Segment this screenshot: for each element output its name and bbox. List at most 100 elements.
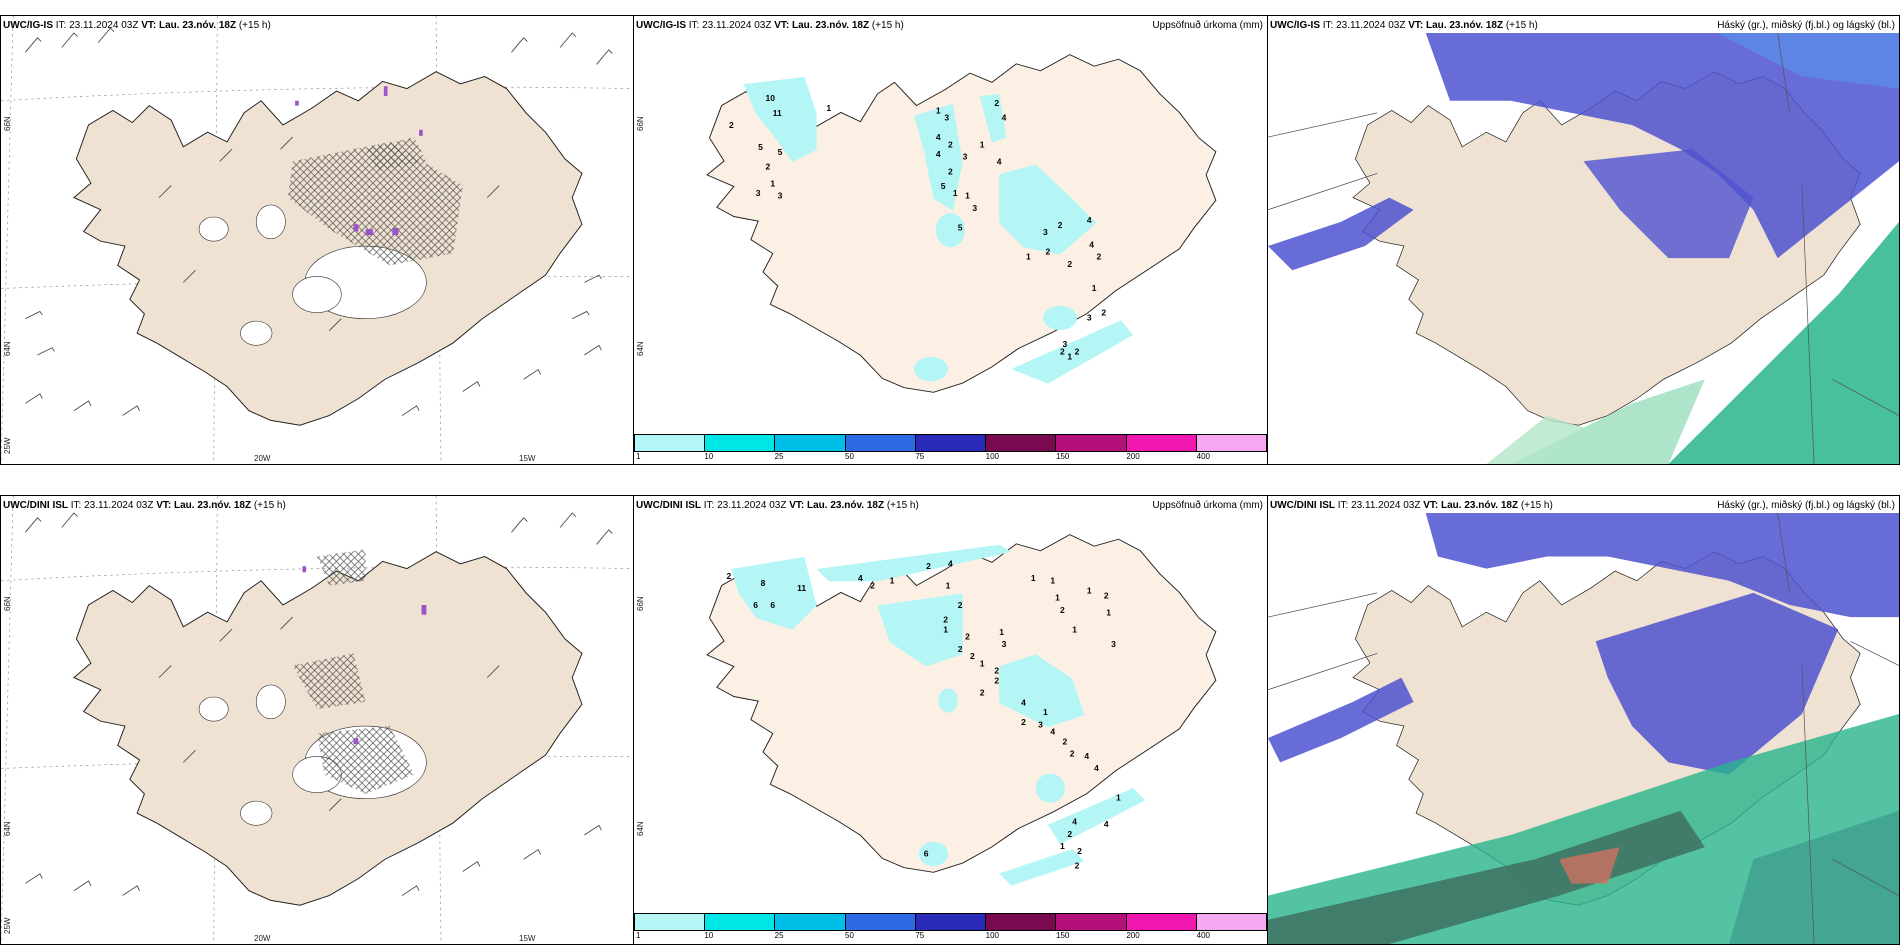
precip-value: 3 [972,203,977,213]
panel-field-title: Uppsöfnuð úrkoma (mm) [1152,500,1263,511]
precip-value: 3 [1062,339,1067,349]
precip-value: 3 [963,152,968,162]
precip-value: 11 [797,583,806,593]
precip-value: 2 [926,561,931,571]
colorbar-tick-label: 1 [636,931,641,940]
precip-value: 1 [1043,707,1048,717]
precip-value: 3 [1002,639,1007,649]
color-swatch [986,435,1057,451]
precip-value: 1 [965,191,970,201]
lat-label-64: 64N [636,821,645,836]
precip-value: 6 [924,848,929,858]
precip-value: 5 [758,142,763,152]
lead-time: (+15 h) [1520,500,1553,511]
precip-value: 3 [944,113,949,123]
color-swatch [1196,435,1266,451]
color-swatch [845,435,916,451]
lat-label-64: 64N [3,821,12,836]
valid-time: VT: Lau. 23.nóv. 18Z [156,500,252,511]
precip-value: 2 [1104,590,1109,600]
precip-value: 2 [1060,605,1065,615]
precip-value: 2 [729,120,734,130]
precip-value: 5 [941,181,946,191]
color-swatch [1126,435,1197,451]
init-time: IT: 23.11.2024 03Z [1337,500,1421,511]
precip-value: 6 [770,600,775,610]
lat-label-64: 64N [636,341,645,356]
color-swatch [1056,914,1127,930]
precip-value: 4 [1084,751,1089,761]
valid-time: VT: Lau. 23.nóv. 18Z [1408,20,1504,31]
precip-value: 2 [1070,749,1075,759]
precip-value: 1 [1106,607,1111,617]
precip-value: 4 [997,157,1002,167]
colorbar-tick-label: 200 [1126,452,1140,461]
cloud-map [1268,32,1899,464]
precip-value: 2 [994,675,999,685]
precip-value: 2 [1067,829,1072,839]
precip-value: 1 [1116,792,1121,802]
precip-value: 8 [761,578,766,588]
model-name: UWC/DINI ISL [3,500,68,511]
precip-value: 1 [980,139,985,149]
lon-label-25: 25W [3,437,12,454]
precip-value: 1 [1026,251,1031,261]
precip-value: 1 [953,188,958,198]
precip-value: 3 [756,188,761,198]
precip-value: 6 [753,600,758,610]
lead-time: (+15 h) [871,20,904,31]
lead-time: (+15 h) [238,20,271,31]
lead-time: (+15 h) [886,500,919,511]
precip-value: 1 [1092,283,1097,293]
precip-value: 1 [1031,573,1036,583]
panel-title: UWC/IG-IS IT: 23.11.2024 03Z VT: Lau. 23… [3,20,271,31]
precip-value: 2 [980,688,985,698]
color-swatch [705,914,776,930]
precip-value: 10 [765,93,775,103]
precip-value: 1 [1055,593,1060,603]
lon-label-25: 25W [3,917,12,934]
wind-map [1,16,633,464]
colorbar-tick-label: 25 [774,931,784,940]
precip-value: 2 [1075,861,1080,871]
precip-value: 4 [858,573,863,583]
panel-cloud-bottom: UWC/DINI ISL IT: 23.11.2024 03Z VT: Lau.… [1267,495,1900,945]
precip-value: 1 [1087,585,1092,595]
color-swatch [845,914,916,930]
lead-time: (+15 h) [253,500,286,511]
precip-value: 3 [778,191,783,201]
model-name: UWC/IG-IS [3,20,53,31]
precip-value: 4 [1089,239,1094,249]
color-swatch [915,914,987,930]
valid-time: VT: Lau. 23.nóv. 18Z [774,20,870,31]
precip-value: 2 [958,600,963,610]
colorbar-tick-label: 150 [1056,931,1070,940]
color-swatch [1196,914,1266,930]
color-swatch [1126,914,1197,930]
panel-title: UWC/IG-IS IT: 23.11.2024 03Z VT: Lau. 23… [636,20,904,31]
color-swatch [635,914,706,930]
panel-title: UWC/IG-IS IT: 23.11.2024 03Z VT: Lau. 23… [1270,20,1538,31]
init-time: IT: 23.11.2024 03Z [688,20,772,31]
lead-time: (+15 h) [1505,20,1538,31]
colorbar-tick-label: 100 [985,931,1000,940]
panel-field-title: Uppsöfnuð úrkoma (mm) [1152,20,1263,31]
precip-value: 2 [970,651,975,661]
colorbar-tick-label: 25 [774,452,784,461]
precip-value: 4 [936,149,941,159]
valid-time: VT: Lau. 23.nóv. 18Z [1423,500,1519,511]
init-time: IT: 23.11.2024 03Z [703,500,787,511]
precip-value: 1 [1060,841,1065,851]
precip-value: 1 [1072,624,1077,634]
precip-value: 4 [1050,727,1055,737]
init-time: IT: 23.11.2024 03Z [70,500,154,511]
precip-value: 2 [1075,346,1080,356]
precip-value: 2 [1062,736,1067,746]
precip-value: 1 [980,658,985,668]
colorbar-tick-label: 75 [915,452,925,461]
precip-value: 4 [1094,763,1099,773]
precip-value: 4 [948,559,953,569]
precip-value: 2 [965,632,970,642]
lon-label-15: 15W [519,454,536,463]
